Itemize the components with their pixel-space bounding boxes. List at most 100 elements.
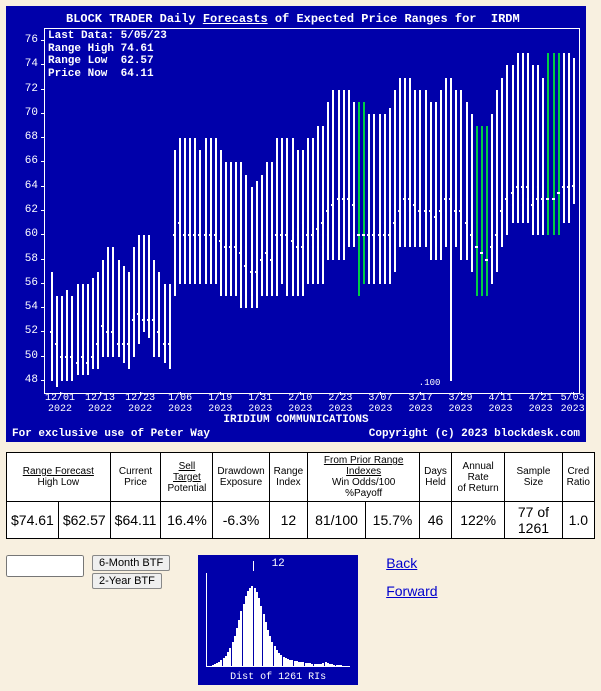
range-bar <box>348 90 350 248</box>
range-bar <box>286 138 288 296</box>
range-bar <box>256 181 258 308</box>
range-bar <box>51 272 53 381</box>
chart-footer-left: For exclusive use of Peter Way <box>12 428 210 440</box>
range-bar <box>358 102 360 296</box>
x-tick-label: 1/31 2023 <box>248 394 272 415</box>
price-dot <box>260 259 263 261</box>
x-tick-label: 12/01 2022 <box>45 394 75 415</box>
price-dot <box>101 325 104 327</box>
range-bar <box>240 162 242 308</box>
price-dot <box>178 222 181 224</box>
range-bar <box>373 114 375 284</box>
x-tick-label: 1/06 2023 <box>168 394 192 415</box>
table-cell: 77 of 1261 <box>505 502 562 539</box>
price-dot <box>234 246 237 248</box>
forecast-chart: BLOCK TRADER Daily Forecasts of Expected… <box>6 6 586 442</box>
range-bar <box>558 53 560 235</box>
price-dot <box>275 234 278 236</box>
price-dot <box>306 234 309 236</box>
range-bar <box>430 102 432 260</box>
price-dot <box>183 234 186 236</box>
nav-links: Back Forward <box>386 555 437 611</box>
six-month-button[interactable]: 6-Month BTF <box>92 555 170 571</box>
price-dot <box>198 234 201 236</box>
range-bar <box>455 90 457 248</box>
price-dot <box>142 319 145 321</box>
y-tick-label: 50 <box>25 350 38 362</box>
range-bar <box>327 102 329 260</box>
range-bar <box>527 53 529 223</box>
range-bar <box>542 78 544 236</box>
price-dot <box>81 356 84 358</box>
price-dot <box>357 234 360 236</box>
range-bar <box>409 78 411 248</box>
price-dot <box>567 186 570 188</box>
range-bar <box>82 284 84 375</box>
price-dot <box>214 234 217 236</box>
table-header: From Prior Range IndexesWin Odds/100 %Pa… <box>308 453 420 502</box>
y-tick-label: 68 <box>25 131 38 143</box>
x-tick-label: 5/03 2023 <box>561 394 585 415</box>
price-dot <box>444 198 447 200</box>
table-header: DrawdownExposure <box>213 453 269 502</box>
table-cell: 12 <box>269 502 307 539</box>
range-bar <box>379 114 381 284</box>
range-bar <box>189 138 191 284</box>
price-dot <box>408 198 411 200</box>
price-dot <box>352 204 355 206</box>
y-tick-label: 62 <box>25 204 38 216</box>
price-dot <box>449 198 452 200</box>
range-bar <box>235 162 237 295</box>
price-dot <box>434 216 437 218</box>
table-cell: 15.7% <box>365 502 419 539</box>
price-dot <box>65 356 68 358</box>
range-bar <box>332 90 334 260</box>
y-tick-label: 74 <box>25 58 38 70</box>
x-tick-label: 1/19 2023 <box>208 394 232 415</box>
price-dot <box>76 362 79 364</box>
price-dot <box>106 331 109 333</box>
table-cell: 1.0 <box>562 502 594 539</box>
price-dot <box>137 313 140 315</box>
price-dot <box>362 234 365 236</box>
ticker-input[interactable] <box>6 555 84 577</box>
price-dot <box>285 234 288 236</box>
price-dot <box>111 331 114 333</box>
range-bar <box>573 58 575 204</box>
table-cell: $62.57 <box>58 502 110 539</box>
price-dot <box>531 204 534 206</box>
y-axis: 485052545658606264666870727476 <box>6 28 40 392</box>
range-bar <box>368 114 370 284</box>
price-dot <box>96 343 99 345</box>
range-bar <box>302 150 304 296</box>
chart-title: BLOCK TRADER Daily Forecasts of Expected… <box>66 12 520 26</box>
forward-link[interactable]: Forward <box>386 583 437 599</box>
range-bar <box>112 247 114 356</box>
price-dot <box>470 234 473 236</box>
range-bar <box>107 247 109 356</box>
range-bar <box>322 126 324 284</box>
range-bar <box>194 138 196 284</box>
price-dot <box>465 222 468 224</box>
range-bar <box>568 53 570 223</box>
price-dot <box>250 271 253 273</box>
price-dot <box>398 210 401 212</box>
back-link[interactable]: Back <box>386 555 437 571</box>
range-bar <box>450 78 452 381</box>
range-bar <box>215 138 217 284</box>
price-dot <box>505 198 508 200</box>
price-dot <box>132 319 135 321</box>
price-dot <box>326 210 329 212</box>
range-bar <box>281 138 283 284</box>
price-dot <box>378 234 381 236</box>
range-bar <box>225 162 227 295</box>
range-bar <box>158 272 160 357</box>
two-year-button[interactable]: 2-Year BTF <box>92 573 162 589</box>
metrics-table: Range ForecastHigh LowCurrentPriceSell T… <box>6 452 595 539</box>
price-dot <box>475 246 478 248</box>
price-dot <box>393 222 396 224</box>
range-bar <box>563 53 565 223</box>
range-bar <box>491 114 493 284</box>
range-bar <box>61 296 63 381</box>
price-dot <box>296 246 299 248</box>
